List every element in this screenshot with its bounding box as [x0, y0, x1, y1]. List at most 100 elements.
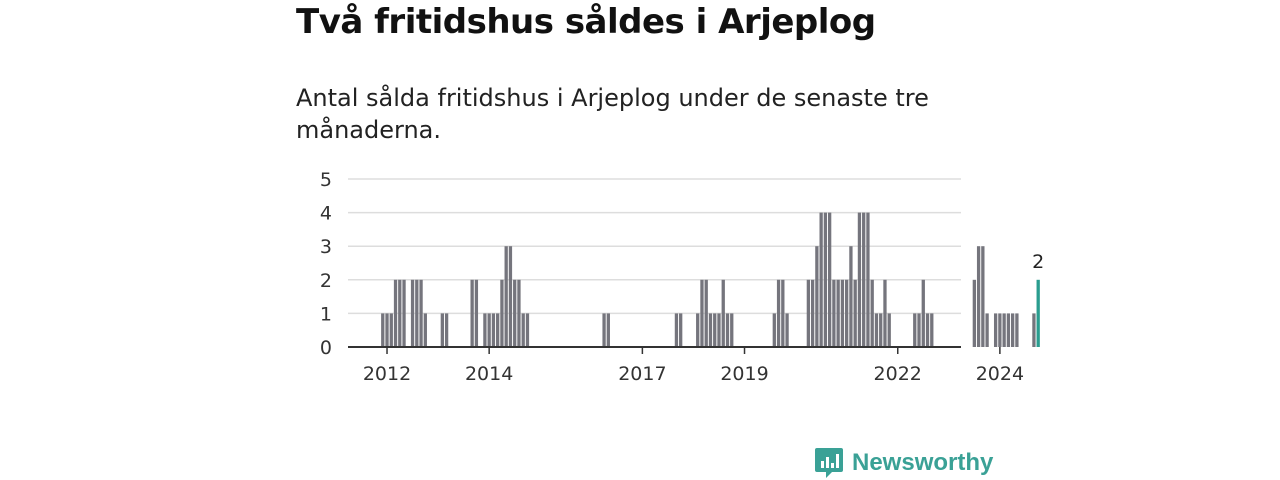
bar — [917, 313, 921, 347]
bar — [470, 279, 474, 347]
bar — [870, 279, 874, 347]
bar — [730, 313, 734, 347]
bar — [819, 212, 823, 347]
brand-name: Newsworthy — [852, 449, 994, 476]
bar — [717, 313, 721, 347]
bar — [845, 279, 849, 347]
bar — [981, 246, 985, 347]
bar — [508, 246, 513, 347]
bar — [913, 313, 917, 347]
bar — [725, 313, 730, 347]
bar — [849, 246, 853, 347]
bar — [836, 279, 840, 347]
bar — [696, 313, 700, 347]
y-tick-label: 4 — [320, 203, 332, 225]
bar — [381, 313, 385, 347]
bar — [862, 212, 866, 347]
bar — [398, 279, 402, 347]
bar — [993, 313, 998, 347]
bar — [972, 279, 976, 347]
x-tick-label: 2014 — [465, 363, 513, 385]
bar — [1011, 313, 1015, 347]
y-tick-label: 5 — [320, 169, 332, 191]
x-tick-label: 2022 — [874, 363, 922, 385]
bar — [976, 246, 981, 347]
y-tick-label: 3 — [320, 236, 332, 258]
bar — [602, 313, 606, 347]
bar-highlight — [1036, 279, 1040, 347]
bar — [832, 279, 836, 347]
bar — [491, 313, 496, 347]
x-tick-label: 2012 — [363, 363, 411, 385]
bar — [930, 313, 934, 347]
bar — [853, 279, 857, 347]
y-tick-label: 2 — [320, 270, 332, 292]
bar — [721, 279, 725, 347]
bar — [772, 313, 776, 347]
bar-chart: 2 0 1 2 3 4 5 2012 2014 2017 2019 2022 2024 — [320, 169, 1044, 385]
bar — [423, 313, 427, 347]
bar — [827, 212, 832, 347]
bar — [921, 279, 925, 347]
bars: 2 — [381, 212, 1044, 347]
bar — [419, 279, 423, 347]
bar — [525, 313, 530, 347]
bar — [840, 279, 845, 347]
bar — [474, 279, 479, 347]
bar — [866, 212, 870, 347]
bar — [496, 313, 500, 347]
newsworthy-chart-icon — [815, 448, 843, 478]
bar — [415, 279, 419, 347]
bar — [440, 313, 444, 347]
bar — [879, 313, 883, 347]
bar — [389, 313, 393, 347]
bar — [823, 212, 828, 347]
bar — [402, 279, 406, 347]
chart-subtitle: Antal sålda fritidshus i Arjeplog under … — [296, 84, 929, 144]
bar — [883, 279, 887, 347]
highlight-value-label: 2 — [1032, 251, 1044, 273]
bar — [806, 279, 811, 347]
y-tick-label: 1 — [320, 303, 332, 325]
bar — [1006, 313, 1011, 347]
x-tick-label: 2024 — [976, 363, 1024, 385]
bar — [487, 313, 491, 347]
bar — [810, 279, 815, 347]
newsworthy-logo: Newsworthy — [814, 446, 993, 480]
bar — [925, 313, 930, 347]
bar — [1002, 313, 1006, 347]
bar — [815, 246, 819, 347]
x-tick-label: 2019 — [720, 363, 768, 385]
y-tick-label: 0 — [320, 337, 332, 359]
bar — [704, 279, 708, 347]
bar — [781, 279, 785, 347]
bar — [776, 279, 781, 347]
bar — [700, 279, 704, 347]
bar — [785, 313, 789, 347]
bar — [483, 313, 487, 347]
axes: 0 1 2 3 4 5 2012 2014 2017 2019 2022 2024 — [320, 169, 1024, 385]
bar — [513, 279, 517, 347]
bar — [504, 246, 508, 347]
bar — [998, 313, 1002, 347]
bar — [444, 313, 449, 347]
bar — [410, 279, 415, 347]
bar — [713, 313, 717, 347]
bar — [857, 212, 862, 347]
bar — [517, 279, 521, 347]
bar — [874, 313, 879, 347]
bar — [1015, 313, 1019, 347]
bar — [708, 313, 713, 347]
bar — [385, 313, 389, 347]
bar — [606, 313, 610, 347]
bar — [887, 313, 891, 347]
chart-title: Två fritidshus såldes i Arjeplog — [296, 2, 876, 42]
bar — [393, 279, 398, 347]
bar — [521, 313, 525, 347]
bar — [985, 313, 989, 347]
bar — [500, 279, 504, 347]
bar — [679, 313, 683, 347]
bar — [1032, 313, 1036, 347]
bar — [674, 313, 679, 347]
x-tick-label: 2017 — [618, 363, 666, 385]
